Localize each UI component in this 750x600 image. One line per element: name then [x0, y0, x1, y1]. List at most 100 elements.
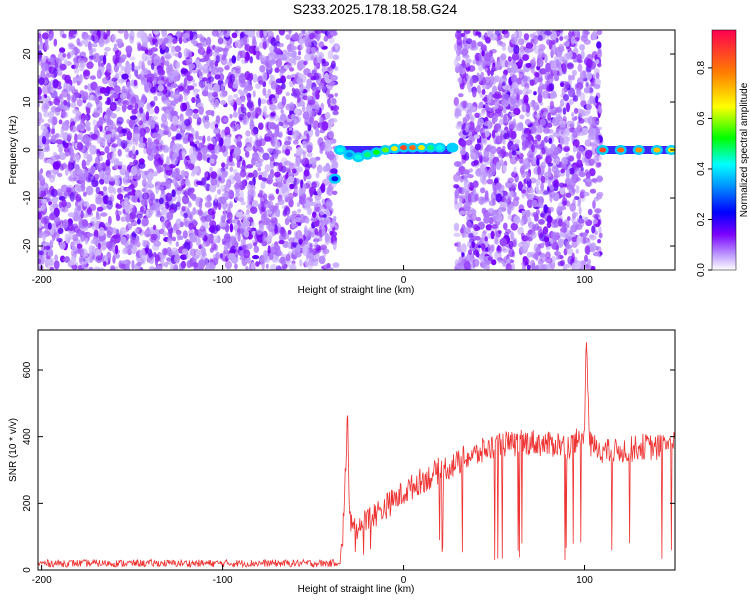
noise-speckle: [545, 251, 551, 259]
noise-speckle: [115, 244, 119, 255]
noise-speckle: [106, 30, 111, 37]
noise-speckle: [296, 157, 301, 168]
noise-speckle: [590, 265, 596, 270]
noise-speckle: [511, 63, 518, 74]
noise-speckle: [251, 262, 255, 270]
noise-speckle: [480, 44, 487, 52]
noise-speckle: [159, 228, 165, 235]
noise-speckle: [153, 240, 161, 247]
noise-speckle: [117, 161, 123, 166]
noise-speckle: [503, 195, 511, 204]
noise-speckle: [575, 185, 580, 194]
noise-speckle: [176, 230, 181, 241]
noise-speckle: [287, 136, 292, 141]
snr-y-axis-label: SNR (10 * v/v): [8, 418, 19, 482]
colorbar: 0.00.20.40.60.8 Normalized spectral ampl…: [696, 29, 750, 277]
noise-speckle: [592, 213, 600, 219]
noise-speckle: [457, 265, 462, 270]
noise-speckle: [136, 213, 143, 219]
noise-speckle: [587, 238, 591, 248]
noise-speckle: [211, 138, 216, 143]
noise-speckle: [67, 162, 73, 172]
noise-speckle: [474, 112, 480, 119]
noise-speckle: [582, 232, 588, 237]
noise-speckle: [574, 256, 578, 265]
noise-speckle: [557, 238, 564, 247]
noise-speckle: [281, 96, 287, 106]
noise-speckle: [278, 30, 286, 36]
noise-speckle: [63, 190, 69, 197]
noise-speckle: [156, 164, 163, 172]
noise-speckle: [505, 263, 513, 270]
noise-speckle: [570, 36, 576, 45]
noise-speckle: [204, 211, 209, 216]
signal-point: [382, 147, 389, 153]
noise-speckle: [153, 158, 160, 168]
noise-speckle: [178, 36, 183, 45]
noise-speckle: [559, 36, 564, 41]
noise-speckle: [320, 183, 326, 193]
noise-speckle: [460, 128, 464, 139]
noise-speckle: [572, 130, 578, 138]
noise-speckle: [303, 33, 310, 44]
noise-speckle: [324, 139, 331, 148]
noise-speckle: [54, 107, 62, 113]
noise-speckle: [565, 192, 572, 198]
noise-speckle: [88, 49, 94, 56]
noise-speckle: [244, 58, 249, 64]
noise-speckle: [119, 58, 125, 63]
noise-speckle: [177, 195, 182, 203]
noise-speckle: [542, 226, 549, 235]
noise-speckle: [258, 174, 263, 181]
noise-speckle: [162, 230, 167, 237]
noise-speckle: [556, 59, 560, 69]
noise-speckle: [576, 202, 581, 208]
noise-speckle: [310, 55, 315, 61]
noise-speckle: [148, 249, 153, 258]
noise-speckle: [43, 242, 50, 247]
noise-speckle: [249, 119, 255, 129]
noise-speckle: [189, 248, 197, 257]
noise-speckle: [288, 121, 294, 128]
colorbar-label: Normalized spectral amplitude: [739, 82, 750, 217]
noise-speckle: [48, 33, 54, 40]
signal-point: [427, 145, 435, 151]
noise-speckle: [212, 235, 220, 244]
noise-speckle: [164, 54, 172, 60]
noise-speckle: [453, 161, 462, 167]
noise-speckle: [191, 96, 196, 104]
noise-speckle: [212, 91, 218, 98]
noise-speckle: [273, 53, 279, 60]
noise-speckle: [550, 220, 558, 229]
noise-speckle: [476, 84, 481, 94]
noise-speckle: [510, 37, 518, 44]
noise-speckle: [303, 169, 310, 177]
noise-speckle: [98, 95, 103, 101]
noise-speckle: [85, 141, 92, 147]
noise-speckle: [288, 30, 292, 35]
noise-speckle: [95, 97, 100, 105]
noise-speckle: [125, 213, 131, 223]
noise-speckle: [232, 176, 240, 181]
noise-speckle: [580, 100, 587, 108]
noise-speckle: [182, 137, 189, 145]
noise-speckle: [560, 82, 565, 88]
noise-speckle: [274, 227, 279, 234]
noise-speckle: [245, 130, 251, 137]
noise-speckle: [151, 62, 155, 70]
noise-speckle: [511, 52, 520, 61]
noise-speckle: [263, 38, 268, 44]
noise-speckle: [83, 264, 89, 270]
noise-speckle: [64, 148, 72, 157]
noise-speckle: [548, 82, 555, 92]
noise-speckle: [123, 30, 129, 40]
noise-speckle: [578, 108, 584, 119]
noise-speckle: [206, 135, 211, 142]
noise-speckle: [165, 89, 171, 98]
noise-speckle: [521, 170, 526, 178]
noise-speckle: [594, 230, 598, 235]
noise-speckle: [323, 35, 329, 42]
noise-speckle: [243, 212, 251, 221]
noise-speckle: [303, 228, 310, 236]
noise-speckle: [174, 97, 179, 104]
